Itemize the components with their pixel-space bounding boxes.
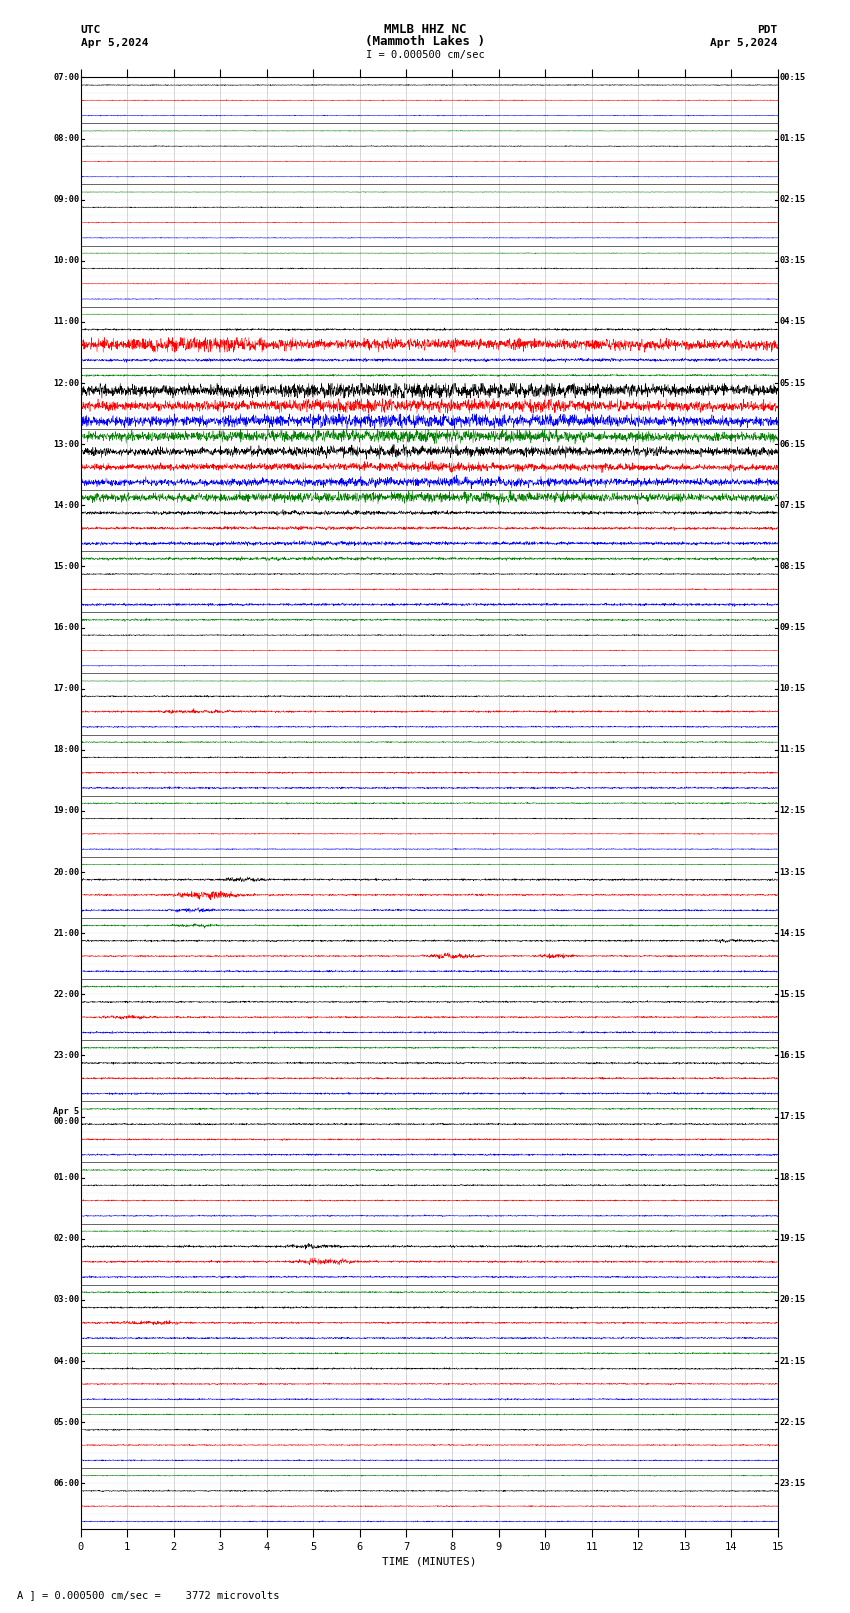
Text: (Mammoth Lakes ): (Mammoth Lakes ) <box>365 35 485 48</box>
Text: 11:15: 11:15 <box>779 745 806 755</box>
Text: 22:00: 22:00 <box>53 990 79 998</box>
Text: 05:00: 05:00 <box>53 1418 79 1426</box>
Text: 12:15: 12:15 <box>779 806 806 816</box>
Text: 14:00: 14:00 <box>53 500 79 510</box>
Text: 21:00: 21:00 <box>53 929 79 937</box>
X-axis label: TIME (MINUTES): TIME (MINUTES) <box>382 1557 477 1566</box>
Text: 09:15: 09:15 <box>779 623 806 632</box>
Text: 03:15: 03:15 <box>779 256 806 265</box>
Text: Apr 5,2024: Apr 5,2024 <box>81 39 148 48</box>
Text: 04:00: 04:00 <box>53 1357 79 1366</box>
Text: 02:00: 02:00 <box>53 1234 79 1244</box>
Text: 05:15: 05:15 <box>779 379 806 387</box>
Text: 13:15: 13:15 <box>779 868 806 876</box>
Text: 15:15: 15:15 <box>779 990 806 998</box>
Text: 16:00: 16:00 <box>53 623 79 632</box>
Text: 02:15: 02:15 <box>779 195 806 205</box>
Text: 03:00: 03:00 <box>53 1295 79 1305</box>
Text: 20:15: 20:15 <box>779 1295 806 1305</box>
Text: 16:15: 16:15 <box>779 1052 806 1060</box>
Text: Apr 5
00:00: Apr 5 00:00 <box>53 1107 79 1126</box>
Text: 14:15: 14:15 <box>779 929 806 937</box>
Text: MMLB HHZ NC: MMLB HHZ NC <box>383 23 467 37</box>
Text: 09:00: 09:00 <box>53 195 79 205</box>
Text: 01:00: 01:00 <box>53 1173 79 1182</box>
Text: 13:00: 13:00 <box>53 440 79 448</box>
Text: 11:00: 11:00 <box>53 318 79 326</box>
Text: 08:00: 08:00 <box>53 134 79 144</box>
Text: 06:00: 06:00 <box>53 1479 79 1487</box>
Text: 17:15: 17:15 <box>779 1111 806 1121</box>
Text: 07:15: 07:15 <box>779 500 806 510</box>
Text: 00:15: 00:15 <box>779 73 806 82</box>
Text: 23:15: 23:15 <box>779 1479 806 1487</box>
Text: 10:00: 10:00 <box>53 256 79 265</box>
Text: A ] = 0.000500 cm/sec =    3772 microvolts: A ] = 0.000500 cm/sec = 3772 microvolts <box>17 1590 280 1600</box>
Text: 15:00: 15:00 <box>53 561 79 571</box>
Text: 20:00: 20:00 <box>53 868 79 876</box>
Text: 01:15: 01:15 <box>779 134 806 144</box>
Text: 18:15: 18:15 <box>779 1173 806 1182</box>
Text: 18:00: 18:00 <box>53 745 79 755</box>
Text: 23:00: 23:00 <box>53 1052 79 1060</box>
Text: 10:15: 10:15 <box>779 684 806 694</box>
Text: 19:15: 19:15 <box>779 1234 806 1244</box>
Text: 22:15: 22:15 <box>779 1418 806 1426</box>
Text: 07:00: 07:00 <box>53 73 79 82</box>
Text: 08:15: 08:15 <box>779 561 806 571</box>
Text: UTC: UTC <box>81 26 101 35</box>
Text: 04:15: 04:15 <box>779 318 806 326</box>
Text: 06:15: 06:15 <box>779 440 806 448</box>
Text: 17:00: 17:00 <box>53 684 79 694</box>
Text: 12:00: 12:00 <box>53 379 79 387</box>
Text: 19:00: 19:00 <box>53 806 79 816</box>
Text: Apr 5,2024: Apr 5,2024 <box>711 39 778 48</box>
Text: 21:15: 21:15 <box>779 1357 806 1366</box>
Text: I = 0.000500 cm/sec: I = 0.000500 cm/sec <box>366 50 484 60</box>
Text: PDT: PDT <box>757 26 778 35</box>
